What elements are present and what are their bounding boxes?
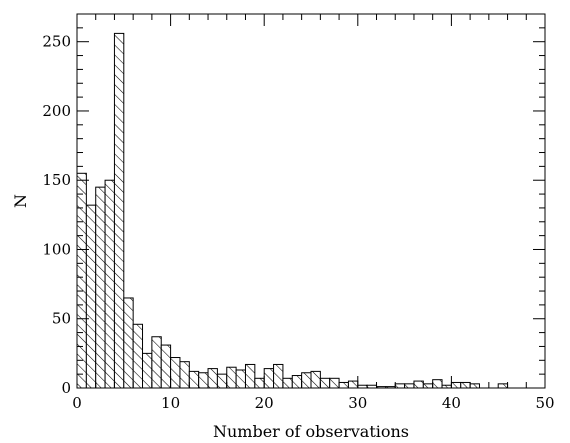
- histogram-bar: [104, 179, 115, 389]
- histogram-bar: [254, 377, 265, 389]
- histogram-bar: [207, 368, 218, 389]
- histogram-bar: [347, 380, 359, 389]
- y-tick-label: 200: [42, 102, 71, 120]
- histogram-bar: [291, 375, 303, 389]
- histogram-bar: [216, 373, 228, 389]
- histogram-bar: [123, 297, 134, 389]
- x-tick-label: 0: [72, 394, 82, 412]
- x-tick-label: 20: [255, 394, 274, 412]
- x-tick-label: 10: [161, 394, 180, 412]
- bars-group: [76, 32, 509, 389]
- histogram-bar: [282, 377, 293, 389]
- x-tick-label: 40: [442, 394, 461, 412]
- plot-frame: [76, 13, 546, 389]
- histogram-bar: [450, 381, 462, 389]
- histogram-bar: [76, 172, 87, 389]
- histogram-bar: [235, 369, 246, 389]
- y-tick-label: 150: [42, 171, 71, 189]
- histogram-bar: [497, 383, 509, 389]
- histogram-bar: [170, 357, 181, 389]
- histogram-bar: [413, 380, 424, 389]
- histogram-bar: [226, 366, 237, 389]
- histogram-bar: [394, 383, 406, 389]
- y-tick-label: 50: [52, 310, 71, 328]
- histogram-bar: [113, 32, 125, 389]
- histogram-bar: [469, 383, 480, 389]
- histogram-bar: [188, 370, 200, 389]
- x-axis-label: Number of observations: [213, 422, 409, 441]
- histogram-bar: [198, 372, 209, 389]
- y-tick-label: 100: [42, 240, 71, 258]
- histogram-bar: [422, 383, 434, 389]
- histogram-bar: [338, 381, 349, 389]
- y-tick-label: 0: [61, 379, 71, 397]
- histogram-bar: [404, 383, 415, 389]
- histogram-bar: [95, 186, 106, 389]
- histogram-bar: [85, 204, 97, 389]
- histogram-bar: [432, 379, 443, 389]
- histogram-bar: [132, 323, 144, 389]
- ticks-group: [76, 13, 546, 389]
- histogram-bar: [329, 377, 340, 389]
- tick-labels-group: 0 10 20 30 40 50 0 50 100 150 200 250: [42, 33, 554, 412]
- histogram-bar: [263, 368, 275, 389]
- histogram-bar: [244, 363, 256, 389]
- histogram-bar: [151, 336, 162, 389]
- histogram-bar: [460, 381, 471, 389]
- histogram-bar: [179, 361, 190, 389]
- y-axis-label: N: [11, 194, 30, 208]
- x-tick-label: 30: [348, 394, 367, 412]
- x-tick-label: 50: [535, 394, 554, 412]
- histogram-bar: [301, 372, 312, 389]
- histogram-bar: [273, 363, 284, 389]
- histogram-bar: [160, 344, 172, 389]
- histogram-bar: [319, 377, 331, 389]
- y-tick-label: 250: [42, 33, 71, 51]
- histogram-bar: [310, 370, 321, 389]
- histogram-bar: [142, 352, 153, 389]
